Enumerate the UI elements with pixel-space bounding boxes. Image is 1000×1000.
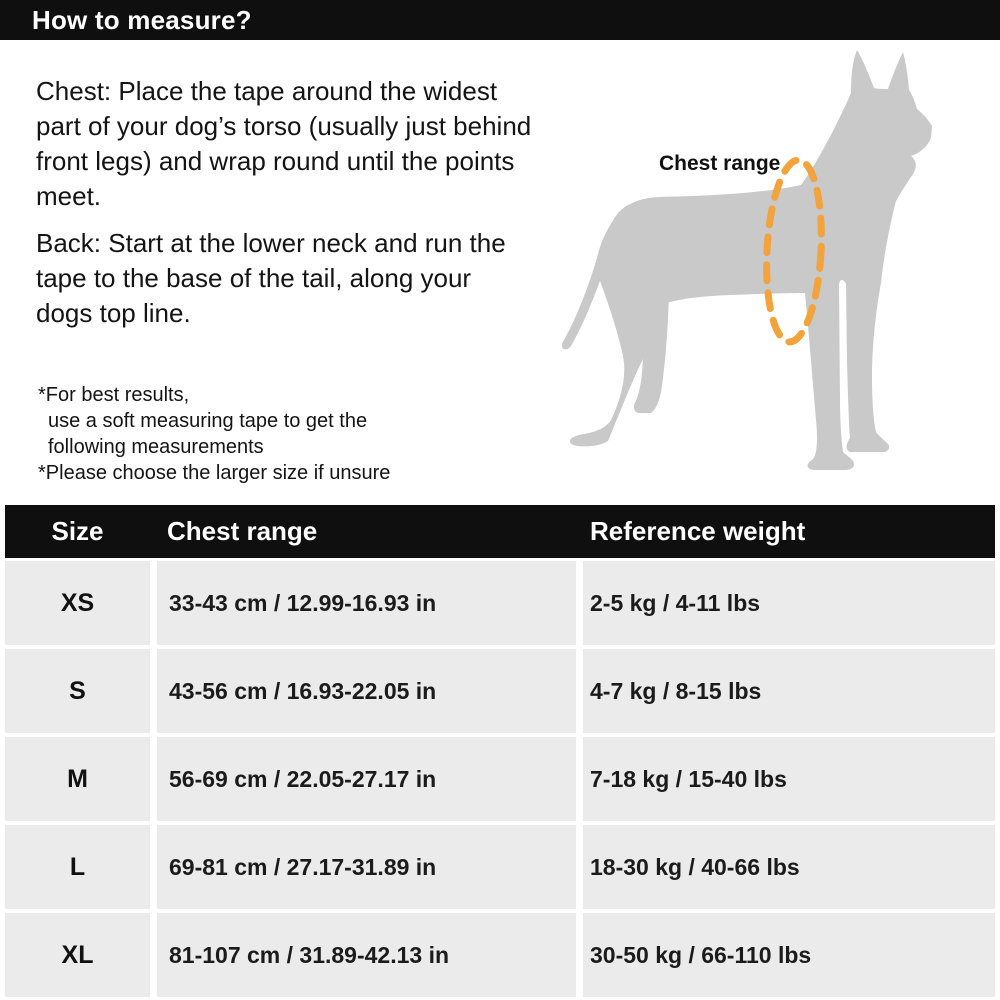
weight-cell: 7-18 kg / 15-40 lbs [583,737,995,821]
footnote-best-results: *For best results, [38,384,190,406]
title-bar: How to measure? [0,0,1000,40]
chest-measure-ellipse [763,156,825,346]
chest-cell: 69-81 cm / 27.17-31.89 in [157,825,576,909]
size-table: Size Chest range Reference weight XS 33-… [5,505,995,997]
chest-cell: 43-56 cm / 16.93-22.05 in [157,649,576,733]
size-cell: M [5,737,150,821]
chest-cell: 33-43 cm / 12.99-16.93 in [157,561,576,645]
size-cell: XS [5,561,150,645]
page-title: How to measure? [32,4,252,35]
chest-cell: 81-107 cm / 31.89-42.13 in [157,913,576,997]
size-cell: S [5,649,150,733]
table-row-m: M 56-69 cm / 22.05-27.17 in 7-18 kg / 15… [5,737,995,821]
size-cell: L [5,825,150,909]
weight-cell: 18-30 kg / 40-66 lbs [583,825,995,909]
footnote-larger-size: *Please choose the larger size if unsure [38,462,391,484]
column-header-chest: Chest range [167,516,318,546]
chest-cell: 56-69 cm / 22.05-27.17 in [157,737,576,821]
footnote-best-results-detail: use a soft measuring tape to get the fol… [48,410,368,458]
weight-cell: 4-7 kg / 8-15 lbs [583,649,995,733]
size-cell: XL [5,913,150,997]
table-row-xs: XS 33-43 cm / 12.99-16.93 in 2-5 kg / 4-… [5,561,995,645]
table-row-l: L 69-81 cm / 27.17-31.89 in 18-30 kg / 4… [5,825,995,909]
back-instruction: Back: Start at the lower neck and run th… [36,228,506,328]
chest-instruction: Chest: Place the tape around the widest … [36,76,532,211]
table-row-xl: XL 81-107 cm / 31.89-42.13 in 30-50 kg /… [5,913,995,997]
dog-silhouette [561,50,932,470]
size-table-header: Size Chest range Reference weight [5,505,995,558]
weight-cell: 30-50 kg / 66-110 lbs [583,913,995,997]
chest-range-label: Chest range [659,152,781,175]
table-row-s: S 43-56 cm / 16.93-22.05 in 4-7 kg / 8-1… [5,649,995,733]
column-header-size: Size [51,516,104,546]
weight-cell: 2-5 kg / 4-11 lbs [583,561,995,645]
column-header-weight: Reference weight [590,516,806,546]
dog-illustration [561,50,932,470]
